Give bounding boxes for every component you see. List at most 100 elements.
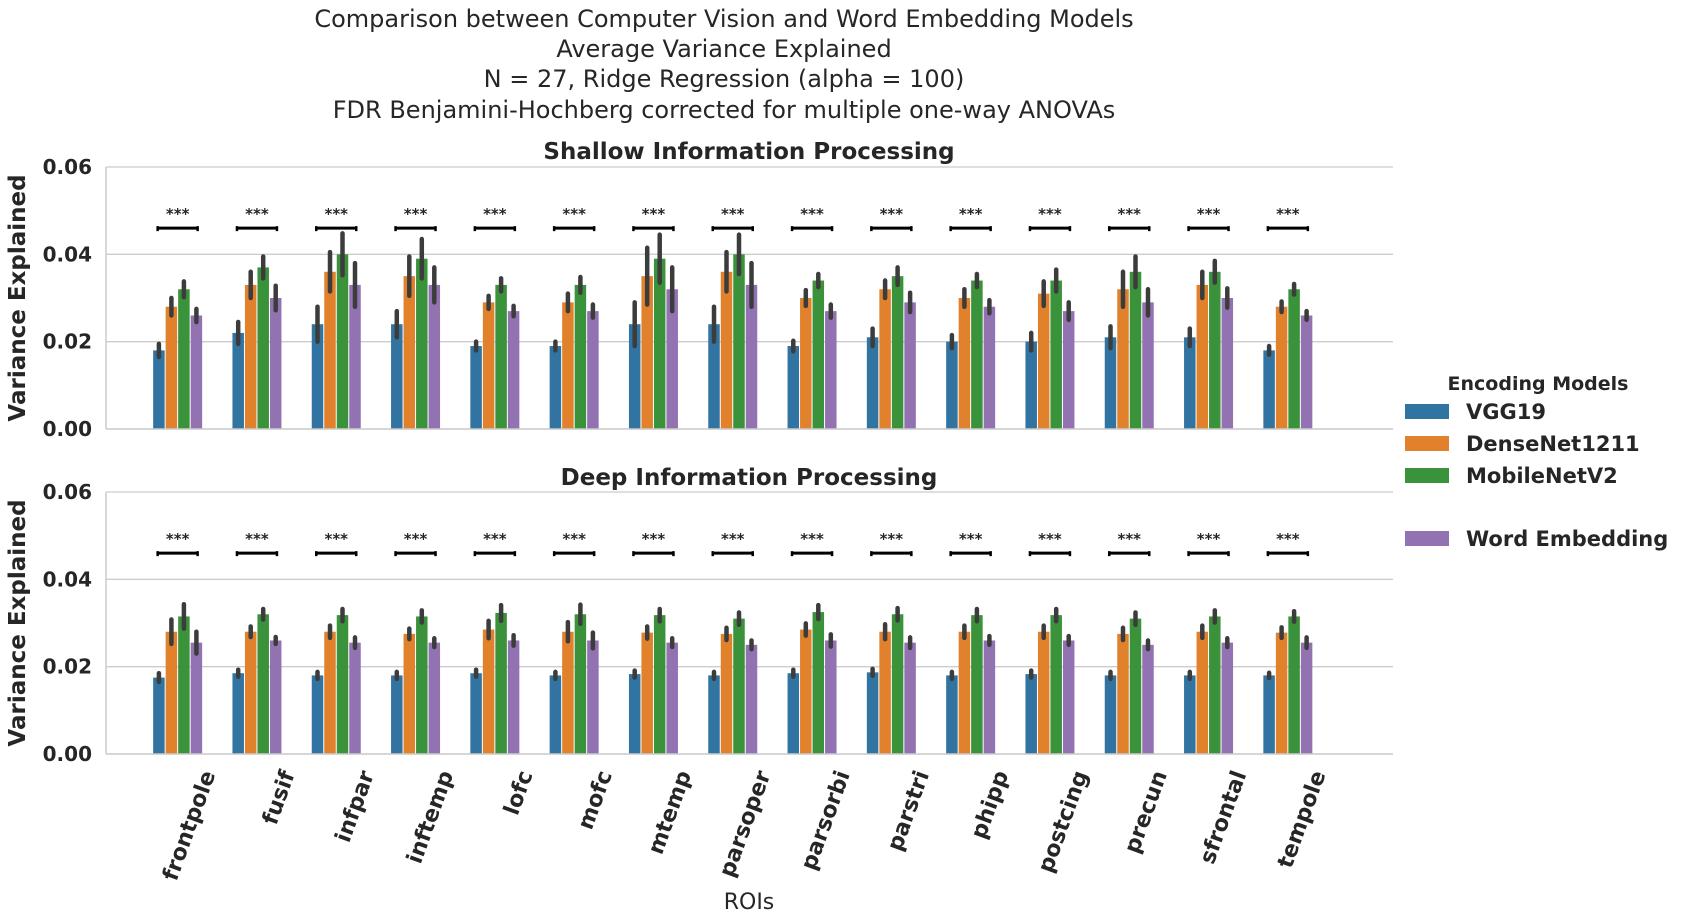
x-tick-label: mofc (574, 768, 618, 834)
significance-label: *** (721, 530, 745, 548)
bar (178, 289, 190, 429)
panel-title-shallow: Shallow Information Processing (543, 139, 954, 165)
significance-label: *** (800, 530, 824, 548)
bar (495, 284, 507, 429)
panel-shallow: *** *** *** *** *** *** *** *** *** *** *** *** *** *… (5, 139, 1393, 441)
bar (1196, 284, 1209, 429)
significance-label: *** (483, 530, 507, 548)
bar (1037, 293, 1050, 429)
suptitle-line-3: N = 27, Ridge Regression (alpha = 100) (484, 65, 965, 93)
bar (391, 675, 403, 754)
bar (1300, 642, 1313, 754)
significance-label: *** (800, 205, 824, 223)
bar (549, 675, 562, 754)
bar (1104, 337, 1117, 429)
suptitle-line-2: Average Variance Explained (556, 35, 891, 63)
bar (549, 346, 562, 429)
legend-swatch (1405, 531, 1449, 546)
significance-label: *** (324, 205, 348, 223)
bar (720, 633, 733, 754)
bar (1275, 306, 1288, 429)
x-tick-label: postcing (1034, 768, 1094, 877)
bar (1288, 289, 1300, 429)
bar (879, 289, 891, 429)
bar (349, 642, 361, 754)
bar (1062, 311, 1075, 429)
bar (574, 614, 587, 754)
bar (653, 615, 666, 754)
significance-label: *** (959, 530, 983, 548)
x-tick-label: mtemp (644, 768, 697, 858)
x-tick-label: phipp (967, 768, 1015, 843)
bar (324, 271, 336, 429)
x-tick-label: lofc (500, 768, 539, 819)
bar (269, 298, 282, 429)
bar (391, 324, 403, 429)
significance-label: *** (642, 530, 666, 548)
bar (825, 640, 837, 754)
bar (507, 640, 520, 754)
bar (165, 306, 178, 429)
bar (244, 631, 257, 754)
bar (971, 280, 983, 429)
y-tick-label: 0.06 (43, 155, 92, 179)
bar (1062, 640, 1075, 754)
legend-label: Word Embedding (1466, 527, 1668, 551)
bar (165, 631, 178, 754)
bar (257, 267, 269, 429)
bar (708, 675, 720, 754)
bar (1196, 631, 1209, 754)
bar (403, 276, 416, 429)
bar (653, 258, 666, 429)
panel-title-deep: Deep Information Processing (561, 465, 938, 491)
significance-label: *** (324, 530, 348, 548)
bar (745, 284, 758, 429)
bar (190, 642, 203, 754)
bar (1025, 341, 1037, 429)
bar (269, 640, 282, 754)
bar (470, 673, 482, 754)
significance-label: *** (562, 530, 586, 548)
x-tick-label: fusif (258, 767, 301, 828)
bar (428, 642, 441, 754)
bar (416, 258, 428, 429)
significance-label: *** (721, 205, 745, 223)
bar (587, 311, 599, 429)
bar (825, 311, 837, 429)
suptitle-line-1: Comparison between Computer Vision and W… (314, 5, 1133, 33)
bar (666, 642, 678, 754)
bar (800, 298, 812, 429)
bar (787, 673, 800, 754)
y-tick-label: 0.04 (43, 242, 92, 266)
bar (153, 677, 165, 754)
significance-label: *** (1197, 530, 1221, 548)
legend: Encoding Models VGG19 DenseNet1211 MobileN… (1405, 373, 1668, 551)
y-axis-label-shallow: Variance Explained (5, 174, 31, 421)
bar (324, 631, 336, 754)
bar (495, 612, 507, 754)
significance-label: *** (245, 530, 269, 548)
significance-label: *** (1117, 530, 1141, 548)
significance-label: *** (959, 205, 983, 223)
bar (666, 289, 678, 429)
bar (1037, 631, 1050, 754)
significance-label: *** (1276, 530, 1300, 548)
bar (708, 324, 720, 429)
bar (178, 616, 190, 754)
bar (311, 324, 324, 429)
x-tick-label: parsoper (715, 767, 777, 880)
legend-label: MobileNetV2 (1466, 464, 1618, 488)
bar (1221, 298, 1234, 429)
significance-label: *** (245, 205, 269, 223)
x-tick-label: sfrontal (1195, 768, 1252, 868)
bar (971, 615, 983, 754)
significance-label: *** (562, 205, 586, 223)
y-tick-label: 0.00 (43, 742, 92, 766)
bar (349, 284, 361, 429)
bar (983, 306, 996, 429)
y-tick-label: 0.02 (43, 655, 92, 679)
bar (946, 675, 958, 754)
significance-label: *** (1117, 205, 1141, 223)
bar (787, 346, 800, 429)
bar (1221, 642, 1234, 754)
